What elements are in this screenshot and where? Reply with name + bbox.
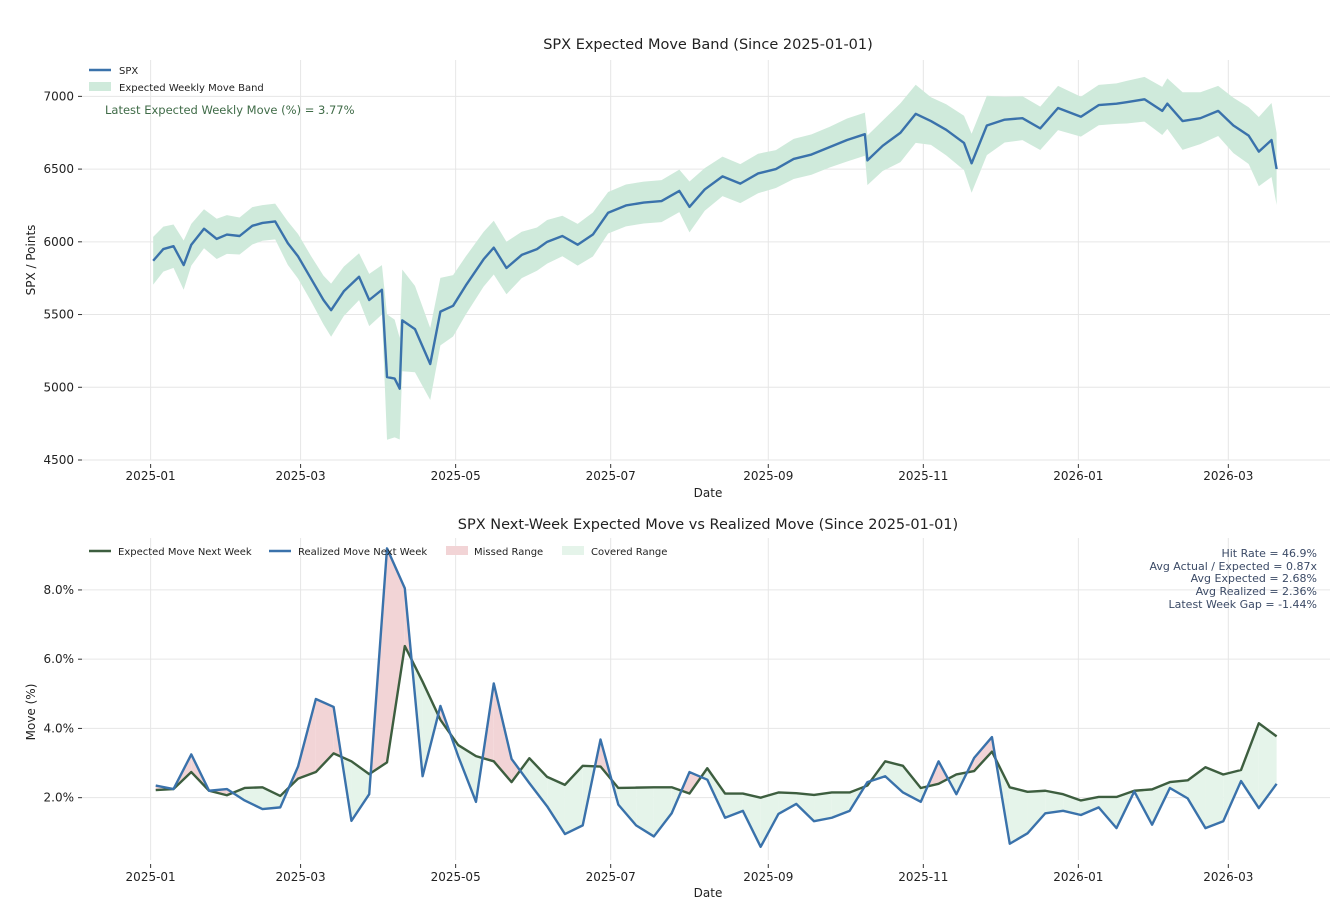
stats-box: Hit Rate = 46.9% Avg Actual / Expected =… — [1149, 547, 1317, 611]
x-tick-label: 2025-07 — [586, 469, 636, 483]
top-x-ticks: 2025-01 2025-03 2025-05 2025-07 2025-09 2025-… — [126, 464, 1254, 483]
y-tick-label: 7000 — [43, 89, 74, 103]
top-line-layer — [153, 99, 1276, 388]
stat-avg-expected: Avg Expected = 2.68% — [1191, 572, 1317, 585]
x-tick-label: 2026-03 — [1203, 469, 1253, 483]
y-tick-label: 5500 — [43, 308, 74, 322]
legend-swatch-band — [89, 82, 111, 91]
y-tick-label: 5000 — [43, 380, 74, 394]
x-tick-label: 2025-11 — [898, 469, 948, 483]
top-legend: SPX Expected Weekly Move Band — [89, 66, 264, 94]
bottom-gridlines — [82, 538, 1330, 860]
top-chart-title: SPX Expected Move Band (Since 2025-01-01… — [543, 37, 873, 53]
legend-swatch-covered — [562, 546, 584, 555]
legend-label-realized: Realized Move Next Week — [298, 547, 427, 558]
x-tick-label: 2025-03 — [276, 870, 326, 884]
y-tick-label: 4.0% — [44, 721, 75, 735]
y-tick-label: 6000 — [43, 235, 74, 249]
x-tick-label: 2026-01 — [1053, 870, 1103, 884]
x-tick-label: 2025-05 — [431, 469, 481, 483]
legend-swatch-missed — [446, 546, 468, 555]
covered-range-area — [654, 787, 672, 836]
covered-range-area — [778, 792, 796, 813]
latest-expected-move-annotation: Latest Expected Weekly Move (%) = 3.77% — [105, 103, 355, 117]
top-chart: SPX Expected Move Band (Since 2025-01-01… — [24, 37, 1330, 500]
stat-hit-rate: Hit Rate = 46.9% — [1221, 547, 1317, 560]
x-tick-label: 2025-01 — [126, 469, 176, 483]
y-tick-label: 4500 — [43, 453, 74, 467]
spx-line — [153, 99, 1276, 388]
x-tick-label: 2025-07 — [586, 870, 636, 884]
covered-range-area — [1188, 767, 1206, 828]
bottom-legend: Expected Move Next Week Realized Move Ne… — [89, 546, 667, 558]
x-tick-label: 2025-09 — [743, 469, 793, 483]
y-tick-label: 6500 — [43, 162, 74, 176]
legend-label-spx: SPX — [119, 66, 138, 77]
covered-range-area — [1028, 791, 1046, 834]
x-tick-label: 2025-03 — [276, 469, 326, 483]
bottom-y-ticks: 2.0% 4.0% 6.0% 8.0% — [44, 583, 83, 805]
x-tick-label: 2026-03 — [1203, 870, 1253, 884]
covered-range-area — [636, 787, 654, 836]
top-x-axis-label: Date — [694, 486, 723, 500]
top-y-axis-label: SPX / Points — [24, 225, 38, 296]
bottom-y-axis-label: Move (%) — [24, 684, 38, 741]
legend-label-covered: Covered Range — [591, 547, 667, 558]
covered-range-area — [547, 777, 565, 834]
bottom-x-ticks: 2025-01 2025-03 2025-05 2025-07 2025-09 2025-… — [126, 864, 1254, 884]
x-tick-label: 2025-11 — [898, 870, 948, 884]
bottom-chart: SPX Next-Week Expected Move vs Realized … — [24, 517, 1330, 900]
covered-range-area — [814, 792, 832, 821]
stat-avg-realized: Avg Realized = 2.36% — [1196, 585, 1317, 598]
covered-range-area — [351, 761, 369, 821]
stat-latest-gap: Latest Week Gap = -1.44% — [1169, 598, 1318, 611]
bottom-fill-layer — [156, 548, 1277, 846]
expected-move-band — [153, 77, 1276, 440]
x-tick-label: 2026-01 — [1053, 469, 1103, 483]
y-tick-label: 6.0% — [44, 652, 75, 666]
top-band-layer — [153, 77, 1276, 440]
x-tick-label: 2025-01 — [126, 870, 176, 884]
legend-label-band: Expected Weekly Move Band — [119, 83, 264, 94]
bottom-x-axis-label: Date — [694, 886, 723, 900]
y-tick-label: 8.0% — [44, 583, 75, 597]
bottom-chart-title: SPX Next-Week Expected Move vs Realized … — [458, 517, 958, 533]
legend-label-expected: Expected Move Next Week — [118, 547, 252, 558]
legend-label-missed: Missed Range — [474, 547, 543, 558]
top-y-ticks: 4500 5000 5500 6000 6500 7000 — [43, 89, 82, 467]
covered-range-area — [529, 758, 547, 806]
y-tick-label: 2.0% — [44, 791, 75, 805]
x-tick-label: 2025-05 — [431, 870, 481, 884]
covered-range-area — [1205, 767, 1223, 828]
x-tick-label: 2025-09 — [743, 870, 793, 884]
